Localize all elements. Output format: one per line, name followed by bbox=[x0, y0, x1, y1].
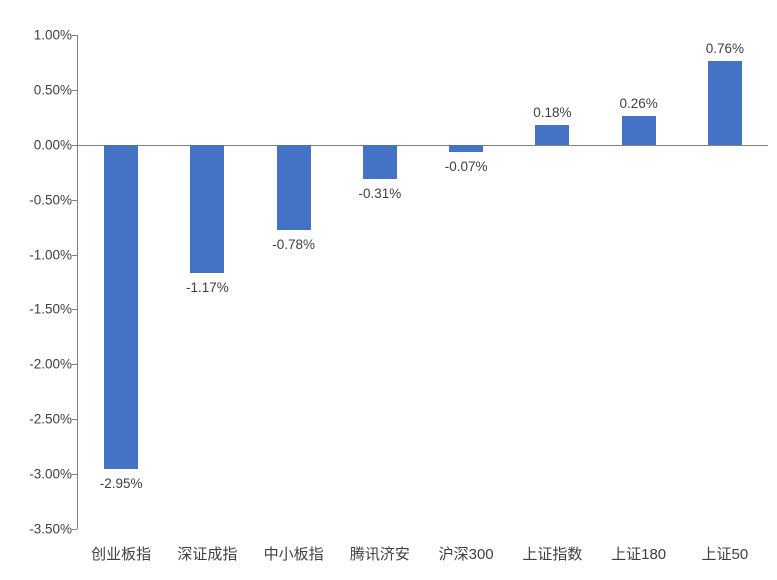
y-tick-mark bbox=[72, 89, 77, 91]
x-category-label: 深证成指 bbox=[177, 546, 238, 563]
y-tick-mark bbox=[72, 35, 77, 36]
x-category-label: 腾讯济安 bbox=[349, 546, 410, 563]
x-category-label: 上证50 bbox=[701, 546, 749, 563]
x-category-label: 创业板指 bbox=[91, 546, 152, 563]
x-category-label: 上证指数 bbox=[522, 546, 583, 563]
y-axis-line bbox=[77, 35, 78, 529]
y-axis-tick-label: -1.00% bbox=[29, 247, 72, 263]
bar bbox=[707, 61, 742, 145]
bar bbox=[621, 116, 656, 145]
y-axis-tick-label: -3.50% bbox=[29, 521, 72, 537]
y-tick-mark bbox=[72, 364, 77, 366]
y-axis-tick-label: -1.50% bbox=[29, 301, 72, 317]
bar-value-label: -2.95% bbox=[99, 475, 143, 491]
y-axis-tick-label: 0.50% bbox=[33, 82, 72, 98]
bar-value-label: 0.26% bbox=[619, 96, 658, 112]
bar bbox=[535, 125, 570, 145]
y-axis-tick-label: -3.00% bbox=[29, 466, 72, 482]
y-tick-mark bbox=[72, 309, 77, 311]
x-category-label: 上证180 bbox=[611, 546, 667, 563]
bar bbox=[449, 144, 484, 153]
bar-value-label: 0.18% bbox=[533, 105, 572, 121]
plot-area: 1.00% 0.50% 0.00% -0.50% -1.00% -1.50% -2.00% -… bbox=[29, 28, 768, 563]
y-axis-tick-label: 1.00% bbox=[33, 27, 72, 43]
y-axis-tick-label: -2.00% bbox=[29, 356, 72, 372]
y-tick-mark bbox=[72, 199, 77, 201]
y-tick-mark bbox=[72, 419, 77, 421]
bar bbox=[276, 144, 311, 231]
bar bbox=[190, 144, 225, 274]
bar-value-label: -0.07% bbox=[444, 159, 488, 175]
y-tick-mark bbox=[72, 529, 77, 530]
y-axis-tick-label: -2.50% bbox=[29, 411, 72, 427]
y-axis-tick-label: 0.00% bbox=[33, 137, 72, 153]
zero-baseline bbox=[78, 144, 768, 146]
bar-value-label: -1.17% bbox=[185, 280, 229, 296]
bar bbox=[104, 144, 139, 469]
y-tick-mark bbox=[72, 254, 77, 256]
bar bbox=[362, 144, 397, 179]
x-category-label: 中小板指 bbox=[263, 546, 324, 563]
bar-value-label: -0.31% bbox=[358, 185, 402, 201]
bar-value-label: 0.76% bbox=[705, 41, 745, 57]
y-tick-mark bbox=[72, 474, 77, 476]
y-tick-mark bbox=[72, 144, 77, 146]
bar-value-label: -0.78% bbox=[272, 237, 316, 253]
x-category-label: 沪深300 bbox=[438, 546, 494, 563]
y-axis-tick-label: -0.50% bbox=[29, 192, 72, 208]
